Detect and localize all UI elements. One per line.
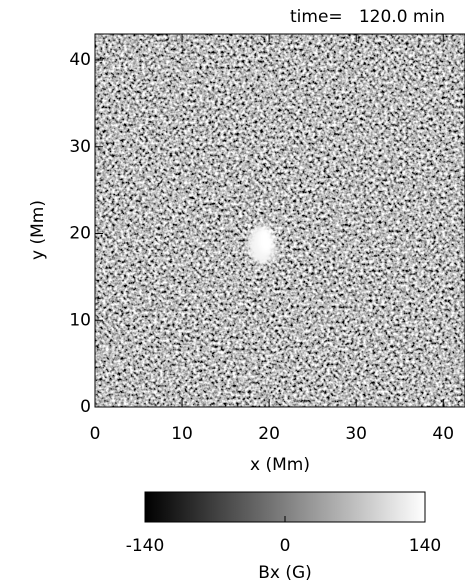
y-tick-label: 10 <box>69 310 91 330</box>
colorbar-tick-label: -140 <box>126 536 165 556</box>
y-tick-label: 40 <box>69 50 91 70</box>
y-tick-label: 30 <box>69 137 91 157</box>
x-tick-label: 10 <box>171 424 193 444</box>
chart-title: time= 120.0 min <box>290 7 445 27</box>
plot-frame <box>94 33 465 408</box>
x-tick-label: 0 <box>90 424 101 444</box>
colorbar-label: Bx (G) <box>258 563 312 583</box>
y-tick-label: 20 <box>69 224 91 244</box>
y-axis-label: y (Mm) <box>28 200 48 260</box>
x-axis-label: x (Mm) <box>250 455 310 475</box>
bright-patch <box>248 225 276 265</box>
x-tick-label: 30 <box>345 424 367 444</box>
x-tick-label: 20 <box>258 424 280 444</box>
x-tick-label: 40 <box>432 424 454 444</box>
colorbar-tick-label: 0 <box>280 536 291 556</box>
heatmap-field <box>95 34 465 407</box>
colorbar-tick-label: 140 <box>409 536 441 556</box>
y-tick-label: 0 <box>80 397 91 417</box>
